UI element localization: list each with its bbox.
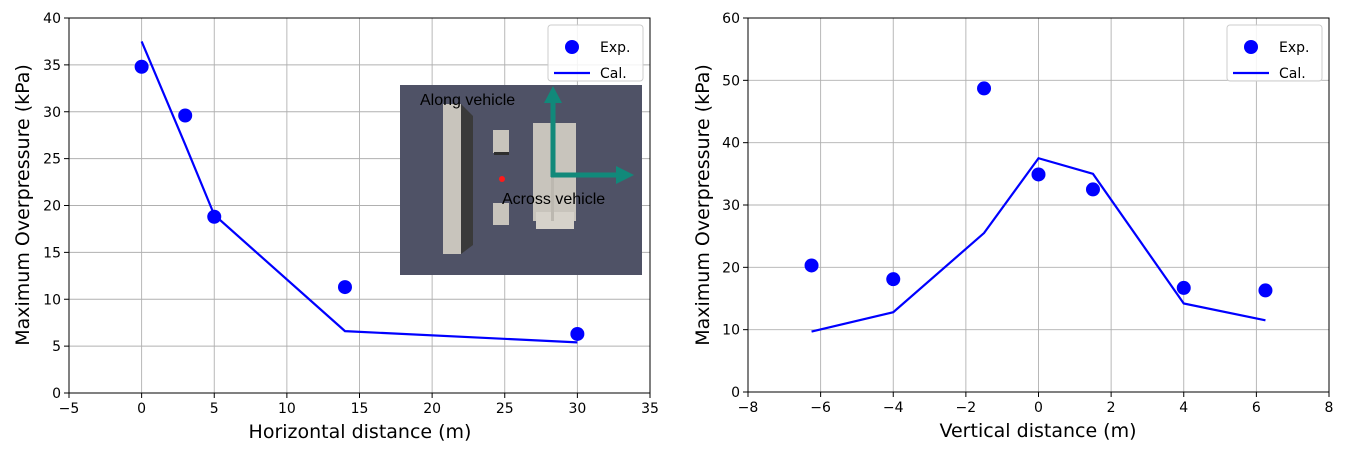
x-tick-label: −5	[59, 401, 80, 417]
exp-marker	[337, 280, 352, 295]
y-tick-label: 40	[722, 136, 740, 152]
x-axis-label: Vertical distance (m)	[939, 420, 1136, 442]
exp-marker	[570, 326, 585, 341]
x-tick-label: 30	[568, 401, 586, 417]
inset-image: Along vehicle Across vehicle	[400, 85, 642, 275]
exp-marker	[804, 258, 819, 273]
series-exp	[804, 81, 1273, 298]
y-tick-label: 25	[43, 152, 61, 168]
legend-label: Cal.	[1279, 66, 1306, 82]
wall-block	[443, 104, 461, 254]
cal-line	[140, 41, 578, 344]
exp-marker	[134, 59, 149, 74]
legend: Exp. Cal.	[1226, 24, 1323, 82]
exp-marker	[886, 272, 901, 287]
small-block-lower	[493, 203, 509, 225]
y-tick-label: 50	[722, 73, 740, 89]
x-tick-label: 8	[1325, 400, 1334, 416]
x-tick-label: 25	[496, 401, 514, 417]
y-tick-label: 35	[43, 58, 61, 74]
y-tick-label: 10	[43, 292, 61, 308]
legend-label: Exp.	[1279, 40, 1309, 56]
y-tick-label: 20	[43, 199, 61, 215]
exp-marker	[1258, 283, 1273, 298]
x-tick-label: 4	[1179, 400, 1188, 416]
y-tick-label: 0	[52, 386, 61, 402]
x-tick-label: 2	[1107, 400, 1116, 416]
y-tick-label: 60	[722, 11, 740, 27]
inset-background	[400, 85, 642, 275]
legend-marker-swatch	[1244, 40, 1258, 54]
x-tick-label: 20	[423, 401, 441, 417]
y-tick-label: 5	[52, 339, 61, 355]
legend-box	[547, 24, 644, 82]
y-tick-label: 15	[43, 245, 61, 261]
exp-marker	[1031, 167, 1046, 182]
y-tick-label: 30	[43, 105, 61, 121]
wall-shadow	[461, 104, 473, 254]
x-tick-label: 15	[351, 401, 369, 417]
small-block-upper-shadow	[494, 152, 509, 155]
right-arrow-icon	[616, 166, 634, 184]
y-axis-label: Maximum Overpressure (kPa)	[12, 64, 34, 346]
series-exp	[134, 59, 585, 341]
exp-marker	[977, 81, 992, 96]
exp-marker	[1085, 182, 1100, 197]
plot-frame	[747, 17, 1330, 393]
x-tick-label: 10	[278, 401, 296, 417]
x-axis-label: Horizontal distance (m)	[249, 421, 472, 443]
y-tick-label: 0	[731, 385, 740, 401]
legend-label: Cal.	[600, 66, 627, 82]
chart-2: −8 −6 −4 −2 0 2 4 6 8 0 10 20 30 40 50 60 Vertical dista…	[692, 11, 1333, 442]
small-block-upper	[493, 130, 509, 153]
x-tick-label: −4	[883, 400, 904, 416]
legend-label: Exp.	[600, 40, 630, 56]
y-tick-label: 30	[722, 198, 740, 214]
x-tick-label: −2	[956, 400, 977, 416]
x-tick-label: 0	[1034, 400, 1043, 416]
legend: Exp. Cal.	[547, 24, 644, 82]
x-tick-label: 6	[1252, 400, 1261, 416]
y-axis-label: Maximum Overpressure (kPa)	[692, 64, 714, 346]
plot-frame	[68, 17, 651, 394]
y-tick-label: 10	[722, 323, 740, 339]
y-tick-label: 40	[43, 11, 61, 27]
x-tick-label: −8	[738, 400, 759, 416]
y-tick-label: 20	[722, 260, 740, 276]
series-cal	[140, 41, 578, 344]
x-tick-label: 35	[641, 401, 659, 417]
x-tick-label: 5	[210, 401, 219, 417]
series-cal	[811, 156, 1266, 333]
x-tick-label: 0	[137, 401, 146, 417]
exp-marker	[207, 209, 222, 224]
exp-marker	[1176, 280, 1191, 295]
exp-marker	[178, 108, 193, 123]
legend-box	[1226, 24, 1323, 82]
vehicle-base	[536, 212, 574, 229]
x-tick-label: −6	[810, 400, 831, 416]
legend-marker-swatch	[565, 40, 579, 54]
inset-label-along: Along vehicle	[420, 92, 515, 109]
charge-point	[499, 176, 505, 182]
inset-label-across: Across vehicle	[502, 191, 605, 208]
up-arrow-icon	[544, 86, 562, 103]
chart-1: −5 0 5 10 15 20 25 30 350510152025303540Horizont…	[12, 11, 659, 443]
cal-line	[811, 156, 1266, 333]
